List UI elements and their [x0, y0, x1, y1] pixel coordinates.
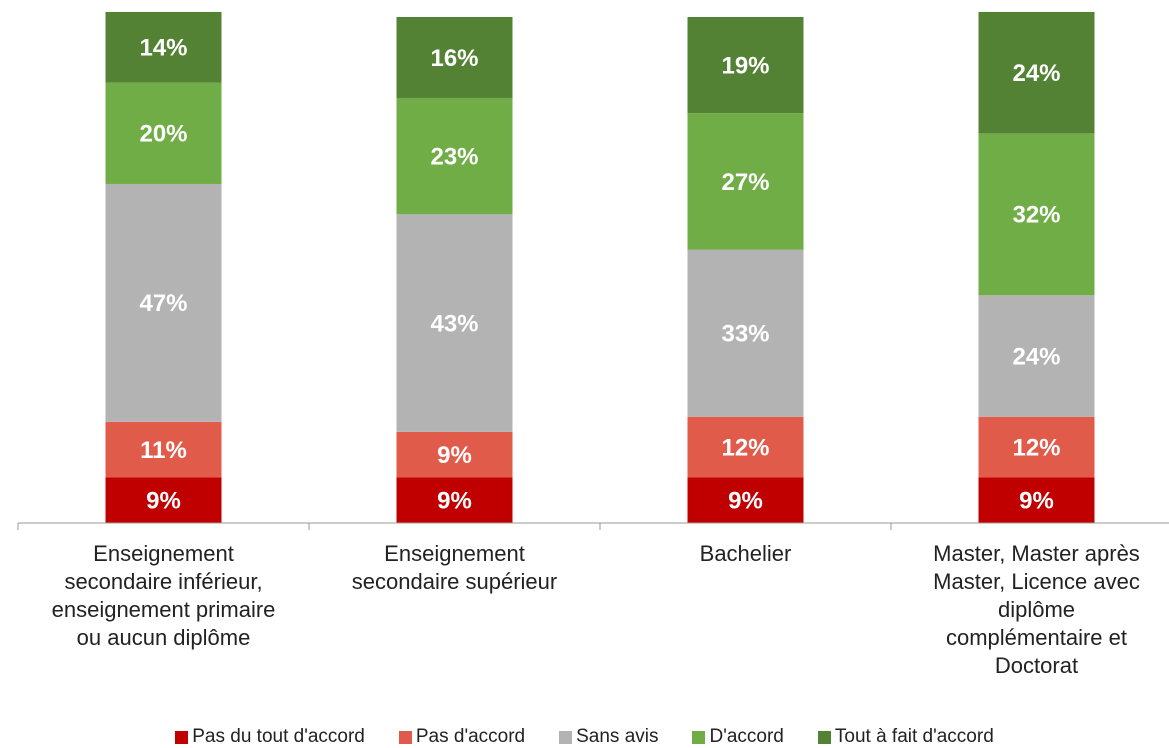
data-label: 9%	[1019, 488, 1054, 515]
bar-segment	[396, 477, 513, 523]
bar-segment	[687, 17, 804, 114]
legend-label: Pas du tout d'accord	[192, 726, 365, 747]
data-label: 12%	[1012, 434, 1060, 461]
data-label: 9%	[146, 488, 181, 515]
data-label: 32%	[1012, 202, 1060, 229]
bar-segment	[978, 11, 1095, 134]
legend-label: Pas d'accord	[415, 726, 526, 747]
legend-item: Pas d'accord	[398, 726, 526, 748]
data-label: 12%	[721, 434, 769, 461]
legend-item: Tout à fait d'accord	[817, 726, 994, 748]
data-label: 14%	[139, 35, 187, 62]
data-label: 16%	[430, 45, 478, 72]
bar-segment	[978, 133, 1095, 296]
legend-swatch	[817, 730, 831, 744]
x-tick-label: Enseignement secondaire inférieur, ensei…	[51, 541, 276, 650]
legend-swatch	[398, 730, 412, 744]
data-label: 19%	[721, 52, 769, 79]
data-label: 43%	[430, 310, 478, 337]
bar-segment	[978, 416, 1095, 478]
bar-segment	[687, 249, 804, 417]
bar-segment	[396, 431, 513, 478]
x-tick-label: Master, Master après Master, Licence ave…	[933, 541, 1140, 678]
legend-label: Sans avis	[576, 726, 659, 747]
data-label: 33%	[721, 321, 769, 348]
data-label: 20%	[139, 121, 187, 148]
data-label: 47%	[139, 290, 187, 317]
x-tick-label: Bachelier	[699, 541, 792, 566]
legend-swatch	[175, 730, 189, 744]
bar-segment	[396, 17, 513, 98]
data-label: 9%	[437, 488, 472, 515]
bar-segment	[105, 183, 222, 422]
legend-item: Sans avis	[559, 726, 658, 748]
bar-segment	[396, 214, 513, 432]
bar-segment	[687, 113, 804, 250]
bar-segment	[105, 477, 222, 523]
data-label: 27%	[721, 169, 769, 196]
data-label: 23%	[430, 143, 478, 170]
data-label: 9%	[437, 442, 472, 469]
data-label: 24%	[1012, 60, 1060, 87]
bar-segment	[396, 97, 513, 215]
bar-segment	[687, 477, 804, 523]
x-tick-label: Enseignement secondaire supérieur	[351, 541, 558, 594]
data-label: 9%	[728, 488, 763, 515]
legend-label: Tout à fait d'accord	[834, 726, 994, 747]
bar-segment	[105, 421, 222, 478]
bar-segment	[105, 82, 222, 184]
legend-label: D'accord	[709, 726, 784, 747]
legend-swatch	[692, 730, 706, 744]
bar-segment	[687, 416, 804, 478]
data-label: 11%	[140, 437, 187, 464]
legend: Pas du tout d'accord Pas d'accord Sans avi…	[0, 726, 1169, 748]
bar-segment	[978, 477, 1095, 523]
bar-segment	[105, 11, 222, 83]
legend-item: Pas du tout d'accord	[175, 726, 365, 748]
legend-swatch	[559, 730, 573, 744]
data-label: 24%	[1012, 343, 1060, 370]
legend-item: D'accord	[692, 726, 784, 748]
bar-segment	[978, 295, 1095, 417]
